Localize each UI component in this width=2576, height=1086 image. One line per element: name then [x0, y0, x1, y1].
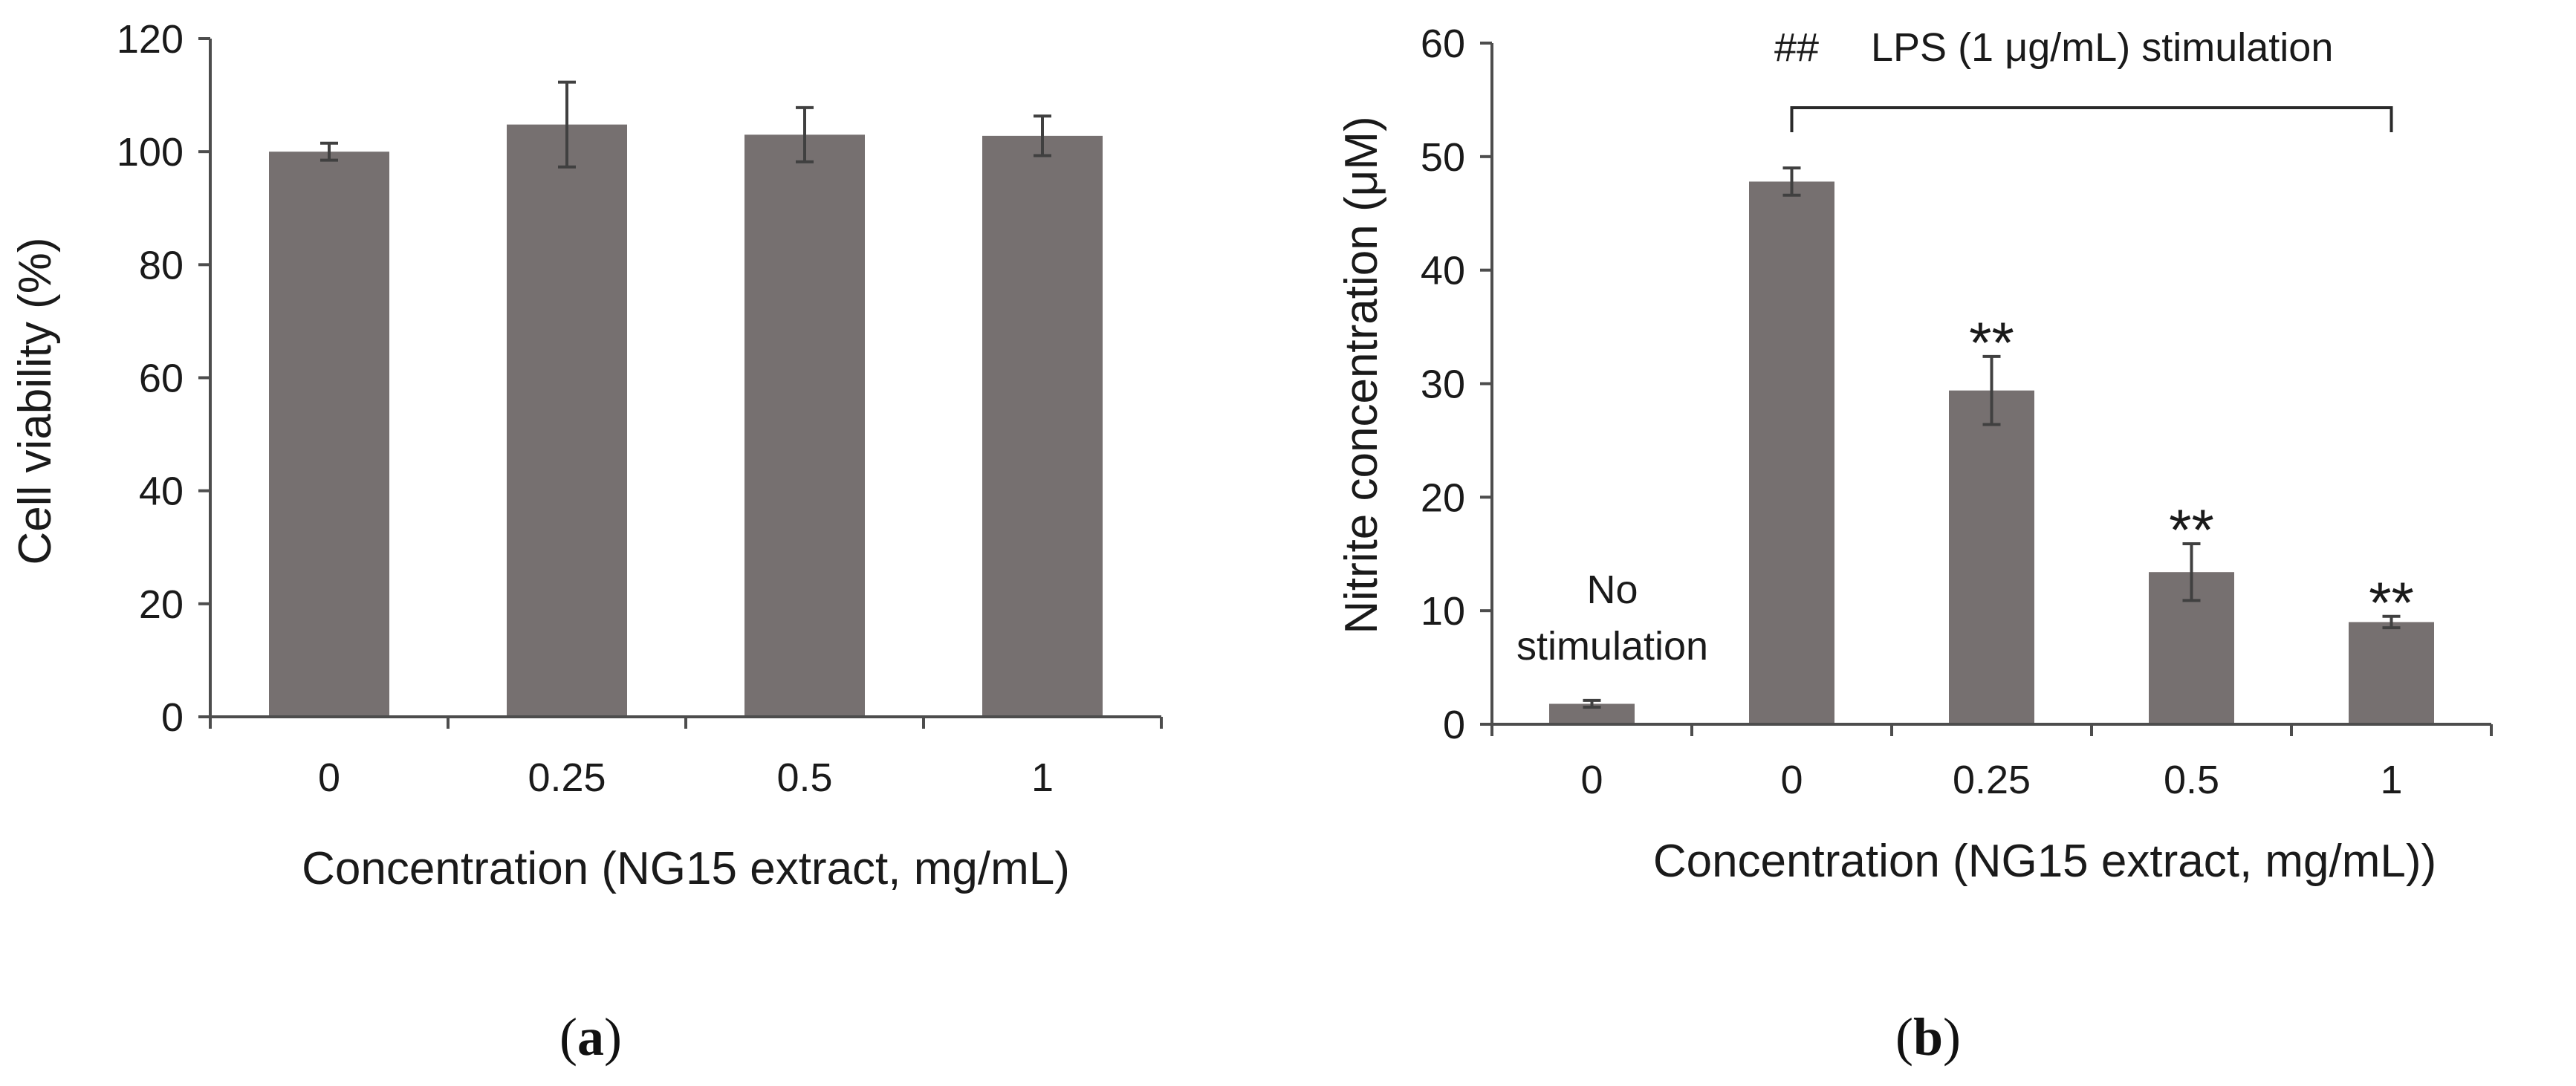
- panel-b-error-bar: [1782, 166, 1801, 197]
- panel-a-y-tick-label: 120: [117, 17, 184, 62]
- panel-a-error-bar: [796, 105, 814, 163]
- no-stimulation-label-line2: stimulation: [1516, 624, 1708, 669]
- panel-a-y-tick-label: 100: [117, 130, 184, 175]
- panel-b-y-tick-label: 30: [1421, 362, 1465, 407]
- panel-b-y-tick-label: 10: [1421, 589, 1465, 634]
- panel-a-error-bar: [558, 80, 576, 169]
- panel-a-label: (a): [559, 1007, 622, 1067]
- panel-a-y-tick-label: 20: [139, 582, 184, 627]
- panel-b-x-tick-label: 0: [1780, 758, 1803, 802]
- panel-a-bar: [507, 124, 627, 717]
- panel-a-error-bar: [320, 141, 338, 162]
- lps-bracket: [1790, 106, 2393, 132]
- significance-stars: **: [1969, 310, 2014, 375]
- significance-stars: **: [2369, 570, 2414, 635]
- panel-a-x-tick-label: 0: [318, 755, 340, 800]
- panel-a-bar: [982, 135, 1103, 717]
- panel-a-x-axis-title: Concentration (NG15 extract, mg/mL): [302, 843, 1070, 894]
- panel-b-error-bar: [1982, 354, 2001, 426]
- panel-b-error-bar: [2382, 614, 2401, 630]
- lps-significance-hash: ##: [1774, 25, 1819, 70]
- panel-b-y-tick-label: 50: [1421, 135, 1465, 180]
- no-stimulation-label-line1: No: [1586, 568, 1638, 612]
- panel-a-bar: [269, 152, 389, 717]
- panel-b-bar: [2349, 622, 2434, 724]
- panel-b-bar: [1949, 390, 2034, 724]
- lps-stimulation-label: LPS (1 μg/mL) stimulation: [1871, 25, 2333, 70]
- panel-a-x-tick-label: 0.5: [776, 755, 832, 800]
- panel-a-x-tick-label: 1: [1031, 755, 1054, 800]
- panel-a-chart: 0 20 40 60 80 100 120 0 0.25 0.5 1 Cell viability…: [10, 17, 1163, 1067]
- panel-b-bar: [1749, 181, 1834, 724]
- panel-b-y-tick-label: 0: [1443, 703, 1465, 747]
- panel-b-error-bar: [1583, 698, 1601, 709]
- panel-a-error-bar: [1034, 114, 1051, 157]
- panel-b-y-tick-label: 20: [1421, 475, 1465, 520]
- panel-b-y-axis-title: Nitrite concentration (μM): [1336, 116, 1387, 634]
- panel-a-bar: [744, 134, 865, 717]
- panel-a-y-axis-title: Cell viability (%): [10, 238, 61, 565]
- panel-a-y-tick-label: 80: [139, 243, 184, 287]
- panel-a-x-tick-label: 0.25: [528, 755, 606, 800]
- panel-b-y-tick-label: 60: [1421, 22, 1465, 66]
- panel-b-y-tick-label: 40: [1421, 249, 1465, 293]
- panel-b-x-tick-label: 1: [2380, 758, 2402, 802]
- panel-a-y-tick-label: 0: [161, 695, 184, 740]
- panel-b-chart: 0 10 20 30 40 50 60 0 0 0.25 0.5 1 ** ** ** ## LPS (…: [1336, 22, 2493, 1067]
- panel-b-label: (b): [1895, 1007, 1961, 1067]
- significance-stars: **: [2169, 497, 2214, 562]
- panel-b-x-axis-title: Concentration (NG15 extract, mg/mL)): [1653, 836, 2436, 887]
- panel-b-x-tick-label: 0.5: [2164, 758, 2219, 802]
- panel-a-y-tick-label: 60: [139, 357, 184, 401]
- panel-b-error-bar: [2182, 542, 2201, 602]
- panel-a-y-tick-label: 40: [139, 469, 184, 514]
- panel-b-x-tick-label: 0.25: [1953, 758, 2031, 802]
- panel-b-x-tick-label: 0: [1580, 758, 1603, 802]
